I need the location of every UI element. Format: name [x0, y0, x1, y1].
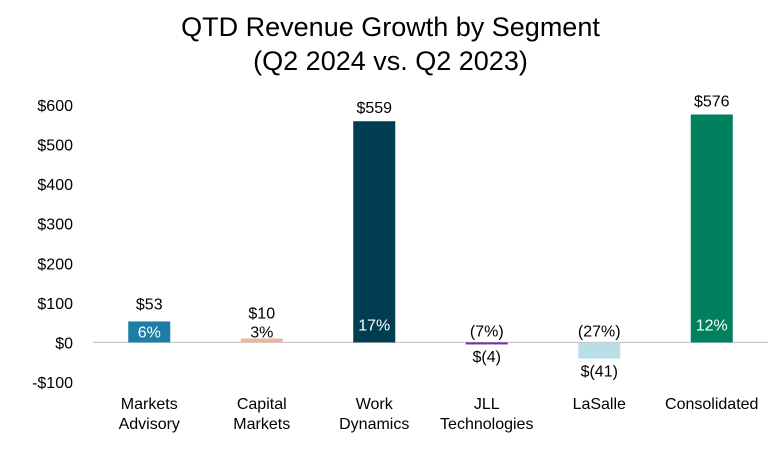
y-tick-label: $500 — [37, 138, 73, 155]
chart-subtitle: (Q2 2024 vs. Q2 2023) — [253, 46, 528, 76]
y-tick-label: $400 — [37, 177, 73, 194]
chart-title: QTD Revenue Growth by Segment — [181, 12, 600, 42]
value-label: $10 — [248, 305, 275, 322]
bar — [578, 342, 621, 359]
bar — [465, 342, 508, 345]
y-tick-label: $100 — [37, 296, 73, 313]
percent-label: (27%) — [578, 323, 621, 340]
y-tick-label: -$100 — [32, 375, 73, 392]
percent-label: 3% — [250, 324, 273, 341]
x-tick-label: Markets — [233, 416, 290, 433]
y-tick-label: $600 — [37, 98, 73, 115]
value-label: $576 — [694, 93, 730, 110]
x-tick-label: JLL — [474, 396, 500, 413]
percent-label: 6% — [138, 324, 161, 341]
value-label: $(4) — [473, 349, 501, 366]
percent-label: 12% — [696, 317, 728, 334]
x-tick-label: Dynamics — [339, 416, 409, 433]
x-tick-label: Technologies — [440, 416, 533, 433]
x-tick-label: Capital — [237, 396, 287, 413]
x-tick-label: Advisory — [119, 416, 180, 433]
x-tick-label: Consolidated — [665, 396, 758, 413]
bar — [690, 114, 733, 343]
x-tick-label: Work — [356, 396, 394, 413]
value-label: $559 — [356, 100, 392, 117]
percent-label: (7%) — [470, 323, 504, 340]
percent-label: 17% — [358, 317, 390, 334]
y-tick-label: $200 — [37, 256, 73, 273]
x-tick-label: LaSalle — [573, 396, 626, 413]
y-tick-label: $300 — [37, 217, 73, 234]
x-tick-label: Markets — [121, 396, 178, 413]
bar — [240, 338, 283, 343]
bar — [353, 121, 396, 343]
value-label: $53 — [136, 296, 163, 313]
bar — [128, 321, 171, 343]
value-label: $(41) — [581, 364, 618, 381]
y-tick-label: $0 — [55, 335, 73, 352]
